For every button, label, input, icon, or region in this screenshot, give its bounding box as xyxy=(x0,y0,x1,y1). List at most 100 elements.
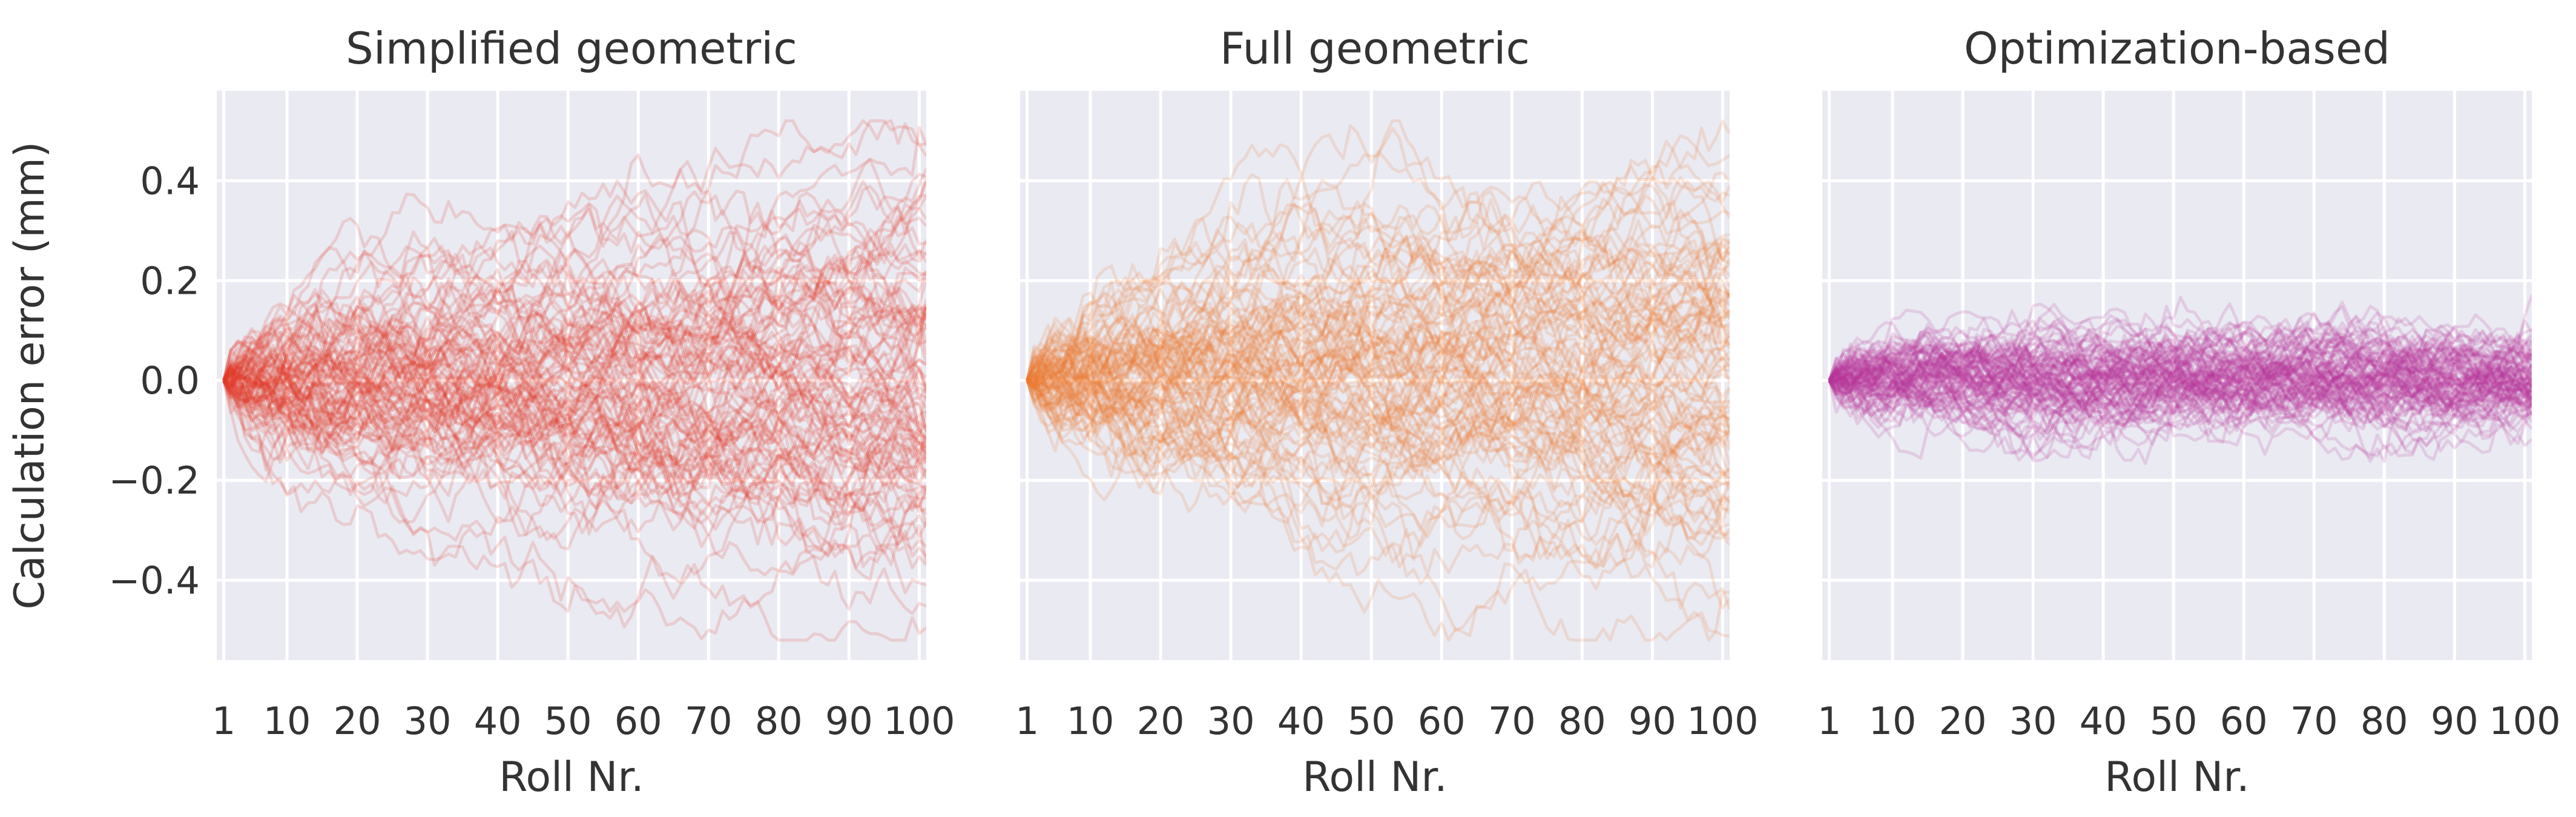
series-line xyxy=(1829,325,2532,440)
series-line xyxy=(1027,379,1730,554)
series-line xyxy=(222,245,926,387)
series-line xyxy=(1828,319,2532,401)
series-line xyxy=(1026,317,1730,560)
series-line xyxy=(1026,366,1730,485)
series-line xyxy=(1026,262,1730,441)
series-line xyxy=(1828,363,2532,442)
series-line xyxy=(222,379,926,495)
x-axis-label: Roll Nr. xyxy=(499,753,644,801)
series-line xyxy=(223,356,926,481)
series-line xyxy=(1828,330,2532,414)
series-line xyxy=(1828,335,2532,454)
series-line xyxy=(222,119,926,399)
series-line xyxy=(1829,294,2532,415)
series-line xyxy=(1026,297,1730,423)
panel-title: Simplified geometric xyxy=(346,23,797,74)
series-line xyxy=(223,294,926,465)
x-tick-label: 10 xyxy=(1869,699,1917,743)
series-line xyxy=(1829,320,2532,395)
series-line xyxy=(1828,329,2532,461)
series-line xyxy=(1828,315,2532,442)
series-line xyxy=(222,372,926,509)
series-line xyxy=(223,374,926,520)
plot-area xyxy=(217,91,926,660)
series-line xyxy=(1026,319,1730,610)
series-line xyxy=(222,179,926,408)
x-tick-label: 10 xyxy=(263,699,311,743)
series-line xyxy=(222,354,926,486)
series-line xyxy=(1026,238,1730,429)
series-line xyxy=(1829,317,2532,408)
series-line xyxy=(222,380,926,558)
series-line xyxy=(222,119,926,392)
series-line xyxy=(1026,317,1730,546)
series-line xyxy=(222,293,926,454)
series-line xyxy=(1026,358,1730,610)
series-line xyxy=(222,338,926,474)
series-line xyxy=(222,264,926,409)
series-line xyxy=(1026,211,1730,403)
series-line xyxy=(1828,349,2532,437)
series-line xyxy=(222,312,926,509)
series-line xyxy=(222,380,926,537)
series-line xyxy=(1027,119,1730,399)
series-line xyxy=(223,168,926,382)
series-line xyxy=(1828,320,2532,412)
series-line xyxy=(1026,313,1730,488)
series-line xyxy=(1828,322,2532,408)
series-line xyxy=(1026,208,1730,391)
x-tick-label: 50 xyxy=(2150,699,2198,743)
series-line xyxy=(1828,302,2532,411)
series-line xyxy=(1828,371,2532,462)
series-line xyxy=(222,379,926,629)
series-line xyxy=(1026,178,1730,391)
series-line xyxy=(1026,287,1730,501)
series-line xyxy=(223,373,926,566)
series-line xyxy=(1027,324,1730,446)
x-axis-label: Roll Nr. xyxy=(2104,753,2249,801)
panel-simplified-geometric: Simplified geometric 1 10 20 30 40 50 60 70 80 90… xyxy=(6,23,955,801)
series-line xyxy=(1828,339,2532,431)
series-line xyxy=(222,243,926,449)
x-tick-label: 50 xyxy=(544,699,592,743)
series-line xyxy=(222,313,926,412)
series-line xyxy=(223,253,926,437)
series-line xyxy=(223,357,926,473)
series-line xyxy=(1828,334,2532,399)
series-line xyxy=(1828,338,2532,431)
series-line xyxy=(1026,375,1730,480)
series-line xyxy=(1026,374,1730,532)
series-line xyxy=(1828,332,2532,460)
series-line xyxy=(1828,348,2532,432)
series-line xyxy=(1828,328,2532,426)
series-line xyxy=(1026,240,1730,457)
series-line xyxy=(1828,355,2532,433)
series-line xyxy=(1026,180,1730,408)
series-line xyxy=(1828,322,2532,402)
series-line xyxy=(223,235,926,400)
series-line xyxy=(1026,379,1730,567)
x-tick-label: 10 xyxy=(1067,699,1115,743)
series-line xyxy=(1026,124,1730,414)
series-line xyxy=(1828,342,2532,406)
series-line xyxy=(1026,219,1730,402)
series-line xyxy=(1026,355,1730,506)
x-tick-label: 20 xyxy=(1137,699,1185,743)
series-line xyxy=(223,214,926,382)
series-line xyxy=(1026,249,1730,440)
series-line xyxy=(1026,319,1730,523)
series-line xyxy=(1027,377,1730,461)
series-line xyxy=(1828,342,2532,434)
series-line xyxy=(1828,348,2532,462)
series-line xyxy=(222,330,926,537)
series-line xyxy=(1026,236,1730,395)
series-line xyxy=(223,274,926,405)
series-line xyxy=(1828,329,2532,409)
series-line xyxy=(1026,371,1730,492)
series-line xyxy=(1828,345,2532,422)
series-line xyxy=(1828,326,2532,450)
grid xyxy=(1822,91,2532,660)
series-line xyxy=(1026,176,1730,411)
y-tick-label: −0.2 xyxy=(108,458,200,503)
